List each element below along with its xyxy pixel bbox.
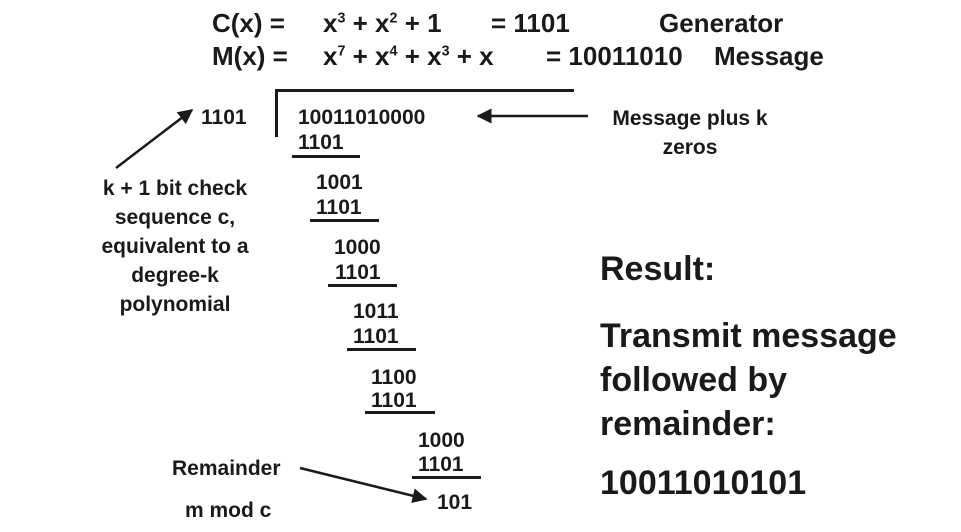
step-subtrahend-3: 1101 (335, 261, 381, 284)
step-rule-3 (328, 284, 397, 287)
step-partial-5: 1000 (418, 429, 465, 452)
message-plus-zeros-label: Message plus k zeros (612, 107, 768, 159)
step-subtrahend-6: 1101 (418, 453, 464, 476)
division-bracket-side (275, 89, 278, 137)
step-partial-2: 1000 (334, 236, 381, 259)
step-partial-4: 1100 (371, 366, 417, 389)
step-rule-5 (365, 411, 435, 414)
m-polynomial: x7 + x4 + x3 + x (323, 41, 494, 71)
step-subtrahend-4: 1101 (353, 325, 399, 348)
remainder-value: 101 (437, 491, 473, 514)
arrow-to-remainder (299, 466, 428, 504)
c-value: = 1101 (491, 8, 570, 38)
generator-label: Generator (659, 8, 784, 38)
mod-label: m mod c (185, 499, 272, 522)
result-text: Transmit message followed by remainder: (600, 317, 897, 443)
remainder-label: Remainder (172, 457, 281, 480)
m-label: M(x) = (212, 41, 288, 71)
division-bracket-top (276, 89, 574, 92)
divisor: 1101 (201, 106, 247, 129)
dividend: 10011010000 (298, 106, 426, 129)
result-value: 10011010101 (600, 464, 807, 502)
step-rule-1 (292, 155, 360, 158)
step-rule-6 (412, 476, 481, 479)
message-label: Message (714, 41, 824, 71)
m-value: = 10011010 (546, 41, 683, 71)
result-title: Result: (600, 250, 716, 288)
arrow-to-divisor (115, 109, 194, 169)
step-subtrahend-1: 1101 (298, 131, 344, 154)
c-polynomial: x3 + x2 + 1 (323, 8, 442, 38)
check-sequence-label: k + 1 bit check sequence c, equivalent t… (101, 177, 249, 316)
step-subtrahend-2: 1101 (316, 196, 362, 219)
step-rule-2 (310, 219, 379, 222)
step-subtrahend-5: 1101 (371, 389, 417, 412)
c-label: C(x) = (212, 8, 285, 38)
step-rule-4 (347, 348, 416, 351)
step-partial-1: 1001 (316, 171, 363, 194)
step-partial-3: 1011 (353, 300, 399, 323)
